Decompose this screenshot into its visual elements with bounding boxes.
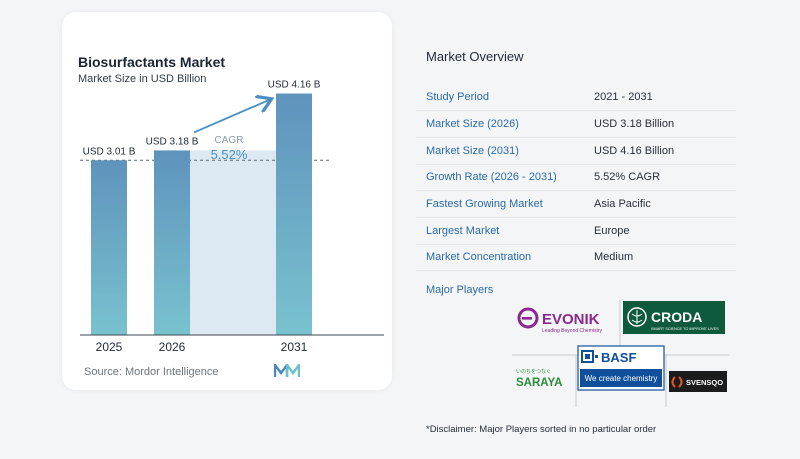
- basf-logo: BASF We create chemistry: [577, 345, 665, 391]
- svg-text:SVENSQO: SVENSQO: [686, 378, 723, 387]
- data-label-2031: USD 4.16 B: [268, 80, 321, 91]
- row-value: 2021 - 2031: [594, 84, 736, 112]
- row-value: Medium: [594, 244, 736, 272]
- svensqo-logo: SVENSQO: [669, 371, 727, 392]
- row-value: 5.52% CAGR: [594, 164, 736, 192]
- table-row: Growth Rate (2026 - 2031) 5.52% CAGR: [416, 164, 736, 192]
- evonik-logo: EVONIK Leading Beyond Chemistry: [517, 307, 603, 334]
- row-value: USD 4.16 Billion: [594, 137, 736, 165]
- table-row: Study Period 2021 - 2031: [416, 84, 736, 112]
- row-value: USD 3.18 Billion: [594, 110, 736, 138]
- table-row: Market Concentration Medium: [416, 244, 736, 272]
- cagr-arrow: [193, 100, 270, 134]
- mordor-intelligence-logo-icon: [274, 364, 300, 377]
- svg-text:EVONIK: EVONIK: [542, 311, 600, 328]
- disclaimer-note: *Disclaimer: Major Players sorted in no …: [426, 424, 657, 435]
- row-key: Market Size (2031): [416, 137, 594, 165]
- svg-text:いのちをつなぐ: いのちをつなぐ: [516, 368, 551, 375]
- row-key: Fastest Growing Market: [416, 190, 594, 218]
- table-row: Market Size (2026) USD 3.18 Billion: [416, 110, 736, 138]
- row-key: Largest Market: [416, 217, 594, 245]
- bar-chart: USD 3.01 B 2025 USD 3.18 B 2026 USD 4.16 B 20…: [80, 80, 384, 354]
- svg-text:SARAYA: SARAYA: [516, 377, 562, 389]
- major-players-logos: EVONIK Leading Beyond Chemistry CRODA SM…: [512, 300, 730, 407]
- source-note: Source: Mordor Intelligence: [84, 366, 219, 378]
- chart-subtitle: Market Size in USD Billion: [78, 73, 207, 85]
- svg-text:BASF: BASF: [601, 350, 636, 365]
- svg-text:CRODA: CRODA: [651, 309, 702, 325]
- chart-title: Biosurfactants Market: [78, 54, 226, 70]
- row-value: Asia Pacific: [594, 190, 736, 218]
- x-tick-2025: 2025: [96, 340, 123, 354]
- overview-table: Study Period 2021 - 2031 Market Size (202…: [416, 84, 736, 272]
- x-tick-2026: 2026: [159, 340, 186, 354]
- bar-2026: [154, 150, 190, 335]
- table-row: Market Size (2031) USD 4.16 Billion: [416, 137, 736, 165]
- growth-band: [190, 150, 276, 335]
- svg-text:SMART SCIENCE TO IMPROVE LIVES: SMART SCIENCE TO IMPROVE LIVES: [651, 327, 719, 331]
- row-key: Market Concentration: [416, 244, 594, 272]
- svg-text:Leading Beyond Chemistry: Leading Beyond Chemistry: [542, 328, 603, 334]
- saraya-logo: いのちをつなぐ SARAYA: [516, 368, 562, 389]
- row-key: Growth Rate (2026 - 2031): [416, 164, 594, 192]
- data-label-2026: USD 3.18 B: [146, 136, 199, 147]
- data-label-2025: USD 3.01 B: [83, 146, 136, 157]
- row-key: Study Period: [416, 84, 594, 112]
- chart-card: Biosurfactants Market Market Size in USD…: [62, 12, 392, 390]
- cagr-value: 5.52%: [211, 147, 248, 162]
- row-key: Market Size (2026): [416, 110, 594, 138]
- major-players-label: Major Players: [426, 284, 494, 296]
- table-row: Fastest Growing Market Asia Pacific: [416, 190, 736, 218]
- croda-logo: CRODA SMART SCIENCE TO IMPROVE LIVES: [623, 301, 725, 334]
- x-tick-2031: 2031: [281, 340, 308, 354]
- svg-text:We create chemistry: We create chemistry: [585, 374, 658, 383]
- bar-2025: [91, 160, 127, 335]
- market-overview-panel: Market Overview Study Period 2021 - 2031 …: [416, 0, 800, 459]
- overview-title: Market Overview: [426, 49, 524, 64]
- table-row: Largest Market Europe: [416, 217, 736, 245]
- cagr-label: CAGR: [215, 135, 244, 146]
- row-value: Europe: [594, 217, 736, 245]
- bar-2031: [276, 93, 312, 336]
